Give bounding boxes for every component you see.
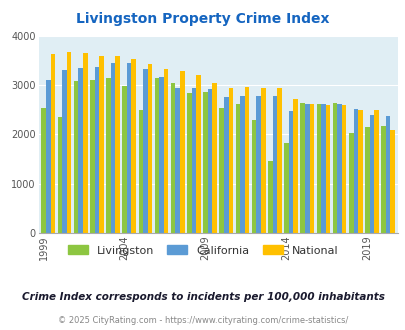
Bar	[277, 88, 281, 233]
Bar	[131, 59, 136, 233]
Bar	[373, 111, 378, 233]
Bar	[99, 56, 103, 233]
Bar	[224, 97, 228, 233]
Bar	[66, 52, 71, 233]
Bar	[83, 53, 87, 233]
Bar	[164, 69, 168, 233]
Bar	[337, 104, 341, 233]
Bar	[94, 67, 99, 233]
Bar	[272, 96, 277, 233]
Bar	[51, 54, 55, 233]
Bar	[284, 143, 288, 233]
Bar	[251, 120, 256, 233]
Bar	[353, 109, 357, 233]
Bar	[41, 108, 46, 233]
Bar	[357, 111, 362, 233]
Bar	[115, 56, 119, 233]
Bar	[196, 75, 200, 233]
Bar	[147, 64, 152, 233]
Bar	[300, 103, 304, 233]
Bar	[309, 104, 313, 233]
Bar	[78, 68, 83, 233]
Bar	[46, 80, 51, 233]
Bar	[293, 99, 297, 233]
Bar	[179, 71, 184, 233]
Bar	[267, 161, 272, 233]
Bar	[369, 115, 373, 233]
Bar	[203, 92, 207, 233]
Legend: Livingston, California, National: Livingston, California, National	[63, 241, 342, 260]
Text: Crime Index corresponds to incidents per 100,000 inhabitants: Crime Index corresponds to incidents per…	[21, 292, 384, 302]
Bar	[138, 111, 143, 233]
Bar	[171, 83, 175, 233]
Bar	[380, 126, 385, 233]
Bar	[111, 63, 115, 233]
Bar	[385, 116, 390, 233]
Bar	[228, 88, 232, 233]
Bar	[207, 89, 212, 233]
Bar	[288, 111, 293, 233]
Bar	[320, 104, 325, 233]
Bar	[58, 117, 62, 233]
Bar	[240, 96, 244, 233]
Bar	[143, 69, 147, 233]
Bar	[219, 108, 224, 233]
Bar	[127, 63, 131, 233]
Bar	[90, 80, 94, 233]
Bar	[256, 96, 260, 233]
Text: © 2025 CityRating.com - https://www.cityrating.com/crime-statistics/: © 2025 CityRating.com - https://www.city…	[58, 316, 347, 325]
Bar	[348, 134, 353, 233]
Bar	[154, 78, 159, 233]
Bar	[325, 105, 330, 233]
Bar	[235, 104, 240, 233]
Bar	[304, 104, 309, 233]
Bar	[390, 130, 394, 233]
Text: Livingston Property Crime Index: Livingston Property Crime Index	[76, 12, 329, 25]
Bar	[332, 103, 337, 233]
Bar	[74, 81, 78, 233]
Bar	[122, 86, 127, 233]
Bar	[364, 127, 369, 233]
Bar	[187, 93, 191, 233]
Bar	[316, 104, 320, 233]
Bar	[175, 88, 179, 233]
Bar	[244, 87, 249, 233]
Bar	[106, 78, 111, 233]
Bar	[159, 77, 164, 233]
Bar	[62, 70, 66, 233]
Bar	[341, 105, 345, 233]
Bar	[212, 83, 217, 233]
Bar	[260, 88, 265, 233]
Bar	[191, 88, 196, 233]
